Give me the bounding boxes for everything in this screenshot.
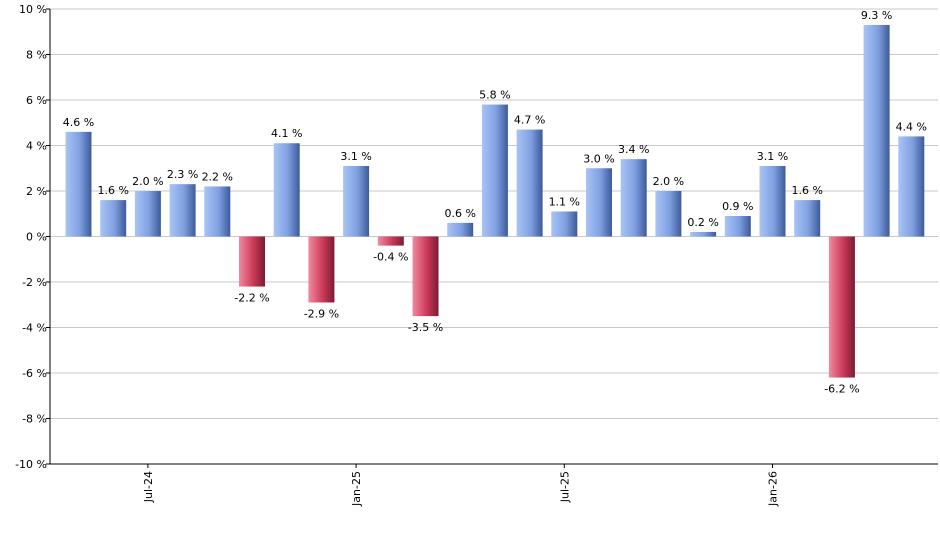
data-label-5: -2.2 % (234, 292, 269, 305)
bar-23 (863, 24, 890, 237)
data-label-24: 4.4 % (896, 120, 927, 133)
data-label-2: 2.0 % (132, 175, 163, 188)
data-label-19: 0.9 % (722, 200, 753, 213)
bar-2 (134, 191, 161, 237)
bar-7 (308, 236, 335, 303)
data-label-15: 3.0 % (583, 152, 614, 165)
bar-6 (273, 143, 300, 237)
bar-9 (377, 236, 404, 246)
bar-15 (586, 168, 612, 237)
axes (49, 9, 938, 465)
bar-17 (655, 191, 682, 237)
data-label-9: -0.4 % (373, 251, 408, 264)
bar-8 (343, 165, 370, 237)
y-tick-label-9: -8 % (22, 413, 47, 426)
data-label-3: 2.3 % (167, 168, 198, 181)
y-tick-label-7: -4 % (22, 322, 47, 335)
bar-18 (690, 231, 717, 237)
y-tick-label-5: 0 % (26, 231, 47, 244)
bar-20 (759, 165, 786, 237)
data-label-22: -6.2 % (824, 383, 859, 396)
y-axis-tick-labels: 10 % 8 % 6 % 4 % 2 % 0 % -2 % -4 % -6 % -8 % -10 % (15, 3, 50, 471)
data-label-21: 1.6 % (791, 184, 822, 197)
x-tick-label-0: Jul-24 (142, 471, 155, 503)
x-tick-label-3: Jan-26 (767, 471, 780, 507)
data-label-12: 5.8 % (479, 89, 510, 102)
data-label-6: 4.1 % (271, 127, 302, 140)
bar-22 (828, 236, 855, 378)
data-label-7: -2.9 % (304, 307, 339, 320)
bar-5 (239, 236, 265, 287)
data-label-18: 0.2 % (687, 216, 718, 229)
bar-19 (724, 216, 751, 237)
bar-12 (481, 104, 508, 237)
data-label-11: 0.6 % (444, 207, 475, 220)
bar-24 (898, 136, 925, 237)
data-label-23: 9.3 % (861, 9, 892, 22)
y-tick-label-0: 10 % (19, 3, 47, 16)
y-tick-label-1: 8 % (26, 49, 47, 62)
bar-1 (100, 200, 127, 237)
x-tick-label-1: Jan-25 (350, 471, 363, 507)
data-label-17: 2.0 % (653, 175, 684, 188)
bar-0 (65, 131, 92, 237)
bar-21 (794, 200, 821, 237)
data-label-8: 3.1 % (340, 150, 371, 163)
x-axis-tick-labels: Jul-24 Jan-25 Jul-25 Jan-26 (142, 464, 780, 507)
bars (65, 24, 925, 378)
data-label-13: 4.7 % (514, 114, 545, 127)
data-label-20: 3.1 % (757, 150, 788, 163)
data-label-14: 1.1 % (549, 195, 580, 208)
y-tick-label-2: 6 % (26, 94, 47, 107)
x-tick-label-2: Jul-25 (558, 471, 571, 503)
data-label-0: 4.6 % (63, 116, 94, 129)
y-tick-label-10: -10 % (15, 458, 47, 471)
y-tick-label-6: -2 % (22, 276, 47, 289)
bar-14 (551, 211, 578, 237)
y-tick-label-4: 2 % (26, 185, 47, 198)
data-label-4: 2.2 % (202, 170, 233, 183)
data-label-16: 3.4 % (618, 143, 649, 156)
bar-11 (447, 222, 474, 237)
bar-10 (412, 236, 439, 317)
y-tick-label-8: -6 % (22, 367, 47, 380)
bar-3 (169, 184, 196, 237)
data-label-10: -3.5 % (408, 321, 443, 334)
y-tick-label-3: 4 % (26, 140, 47, 153)
bar-16 (620, 159, 647, 237)
data-label-1: 1.6 % (97, 184, 128, 197)
bar-4 (204, 186, 231, 237)
data-labels: 4.6 % 1.6 % 2.0 % 2.3 % 2.2 % -2.2 % 4.1 % -2.9… (63, 9, 927, 396)
bar-13 (516, 129, 543, 237)
